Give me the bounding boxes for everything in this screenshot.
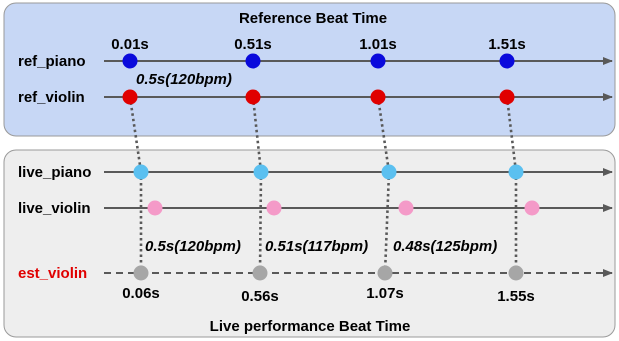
beat-link xyxy=(258,171,263,274)
est-beat-time: 0.56s xyxy=(241,288,279,305)
beat-link xyxy=(505,96,518,173)
ref-beat-time: 0.01s xyxy=(111,36,149,53)
ref-violin-beat xyxy=(370,89,386,105)
live-interval-annotation: 0.5s(120bpm) xyxy=(145,238,241,255)
ref-piano-beat xyxy=(370,53,386,69)
beat-markers xyxy=(122,53,540,281)
est-violin-beat xyxy=(133,265,149,281)
est-beat-time: 1.55s xyxy=(497,288,535,305)
beat-link xyxy=(128,96,143,173)
est-beat-time: 0.06s xyxy=(122,285,160,302)
live-panel-title: Live performance Beat Time xyxy=(210,318,411,335)
live-interval-annotation: 0.51s(117bpm) xyxy=(265,238,368,255)
beat-link xyxy=(251,96,263,173)
live-piano-beat xyxy=(133,164,149,180)
reference-panel xyxy=(3,2,616,137)
ref-piano-beat xyxy=(122,53,138,69)
est-violin-label: est_violin xyxy=(18,265,87,282)
ref-violin-beat xyxy=(122,89,138,105)
live-violin-beat xyxy=(147,200,163,216)
ref-piano-beat xyxy=(499,53,515,69)
ref-piano-label: ref_piano xyxy=(18,53,86,70)
beat-link xyxy=(376,96,391,173)
live-interval-annotation: 0.48s(125bpm) xyxy=(393,238,497,255)
est-beat-time: 1.07s xyxy=(366,285,404,302)
ref-violin-beat xyxy=(245,89,261,105)
live-piano-label: live_piano xyxy=(18,164,91,181)
live-piano-beat xyxy=(381,164,397,180)
ref-beat-time: 1.01s xyxy=(359,36,397,53)
ref-violin-beat xyxy=(499,89,515,105)
live-violin-beat xyxy=(524,200,540,216)
est-violin-beat xyxy=(377,265,393,281)
beat-links xyxy=(128,96,518,274)
est-violin-beat xyxy=(252,265,268,281)
live-violin-label: live_violin xyxy=(18,200,91,217)
ref-violin-label: ref_violin xyxy=(18,89,85,106)
ref-beat-time: 0.51s xyxy=(234,36,272,53)
ref-beat-time: 1.51s xyxy=(488,36,526,53)
live-panel xyxy=(3,149,616,338)
live-violin-beat xyxy=(398,200,414,216)
ref-piano-beat xyxy=(245,53,261,69)
live-violin-beat xyxy=(266,200,282,216)
ref-interval-annotation: 0.5s(120bpm) xyxy=(136,71,232,88)
live-piano-beat xyxy=(253,164,269,180)
reference-panel-title: Reference Beat Time xyxy=(239,10,387,27)
beat-link xyxy=(383,171,391,274)
live-piano-beat xyxy=(508,164,524,180)
est-violin-beat xyxy=(508,265,524,281)
